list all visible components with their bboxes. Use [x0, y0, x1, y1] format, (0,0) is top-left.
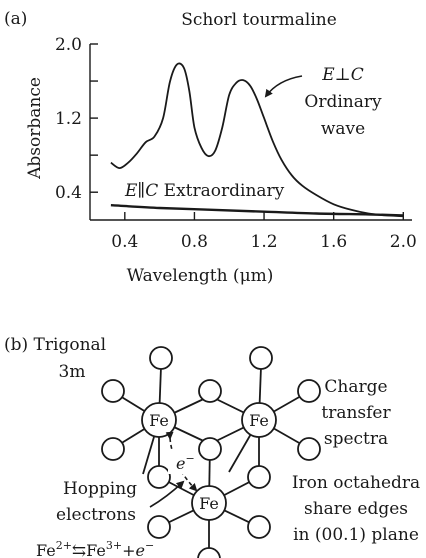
hopping-label-line2: electrons	[56, 505, 136, 525]
oxygen-atom	[198, 379, 222, 403]
extraordinary-symbol: E∥C	[124, 181, 158, 201]
extraordinary-text: Extraordinary	[158, 181, 284, 201]
fe-atom-label: Fe	[249, 411, 269, 430]
y-ticks: 0.4 1.2 2.0	[55, 35, 98, 203]
series-line-ordinary	[110, 62, 404, 218]
x-tick-label: 1.2	[251, 232, 278, 252]
charge-transfer-line2: transfer	[321, 403, 391, 423]
ordinary-annotation-symbol: E⊥C	[321, 65, 363, 85]
oxygen-atom	[147, 515, 171, 539]
oxygen-atom	[198, 437, 222, 461]
oxygen-atom	[149, 346, 173, 370]
panel-a-label: (a)	[4, 9, 27, 29]
fe-atoms: Fe Fe Fe	[141, 402, 277, 521]
y-tick-label: 1.2	[55, 109, 82, 129]
electron-label-bg	[168, 450, 190, 474]
octahedra-network: Fe Fe Fe e−	[101, 346, 321, 558]
panel-b-label: (b) Trigonal	[4, 335, 106, 355]
octahedra-note-line1: Iron octahedra	[292, 473, 420, 493]
x-tick-label: 2.0	[390, 232, 417, 252]
hopping-pointer-arrow	[149, 480, 185, 508]
oxygen-atom	[297, 379, 321, 403]
extraordinary-annotation: E∥C Extraordinary	[124, 181, 285, 201]
oxygen-atom	[297, 437, 321, 461]
x-tick-label: 0.8	[181, 232, 208, 252]
x-tick-label: 1.6	[320, 232, 347, 252]
octahedra-note-line3: in (00.1) plane	[293, 525, 419, 545]
ordinary-annotation-line2: Ordinary	[304, 92, 382, 112]
ordinary-annotation-line3: wave	[321, 119, 365, 139]
x-axis-label: Wavelength (μm)	[127, 266, 274, 286]
fe-atom	[141, 402, 177, 438]
charge-transfer-line3: spectra	[324, 429, 388, 449]
fe-atom-label: Fe	[149, 411, 169, 430]
panel-b: (b) Trigonal 3m	[4, 335, 420, 558]
chart-title: Schorl tourmaline	[181, 10, 337, 30]
fe-atom	[191, 485, 227, 521]
x-ticks: 0.4 0.8 1.2 1.6 2.0	[111, 212, 417, 252]
oxygen-atom	[249, 346, 273, 370]
oxygen-atom	[197, 547, 221, 558]
electron-label: e−	[176, 452, 195, 473]
oxygen-atom	[101, 437, 125, 461]
ordinary-arrow	[264, 75, 303, 98]
y-axis-label: Absorbance	[25, 77, 45, 180]
chart-series	[110, 62, 404, 218]
oxygen-atom	[147, 465, 171, 489]
oxygen-atom	[247, 465, 271, 489]
panel-b-symmetry: 3m	[59, 362, 86, 382]
charge-transfer-line1: Charge	[324, 377, 387, 397]
hopping-label-line1: Hopping	[63, 479, 137, 499]
ordinary-annotation: E⊥C Ordinary wave	[264, 65, 382, 139]
series-line-extraordinary	[110, 204, 404, 217]
fe-atom-label: Fe	[199, 494, 219, 513]
redox-equation: Fe2+⇆Fe3++e−	[36, 539, 154, 558]
y-tick-label: 0.4	[55, 183, 82, 203]
x-tick-label: 0.4	[111, 232, 138, 252]
oxygen-atoms	[101, 346, 321, 558]
oxygen-atom	[247, 515, 271, 539]
octahedra-note-line2: share edges	[304, 499, 408, 519]
y-tick-label: 2.0	[55, 35, 82, 55]
oxygen-atom	[101, 379, 125, 403]
panel-a: (a) Schorl tourmaline Absorbance 0.4 1.2 2…	[4, 9, 417, 286]
fe-atom	[241, 402, 277, 438]
chart-axes	[89, 44, 412, 221]
